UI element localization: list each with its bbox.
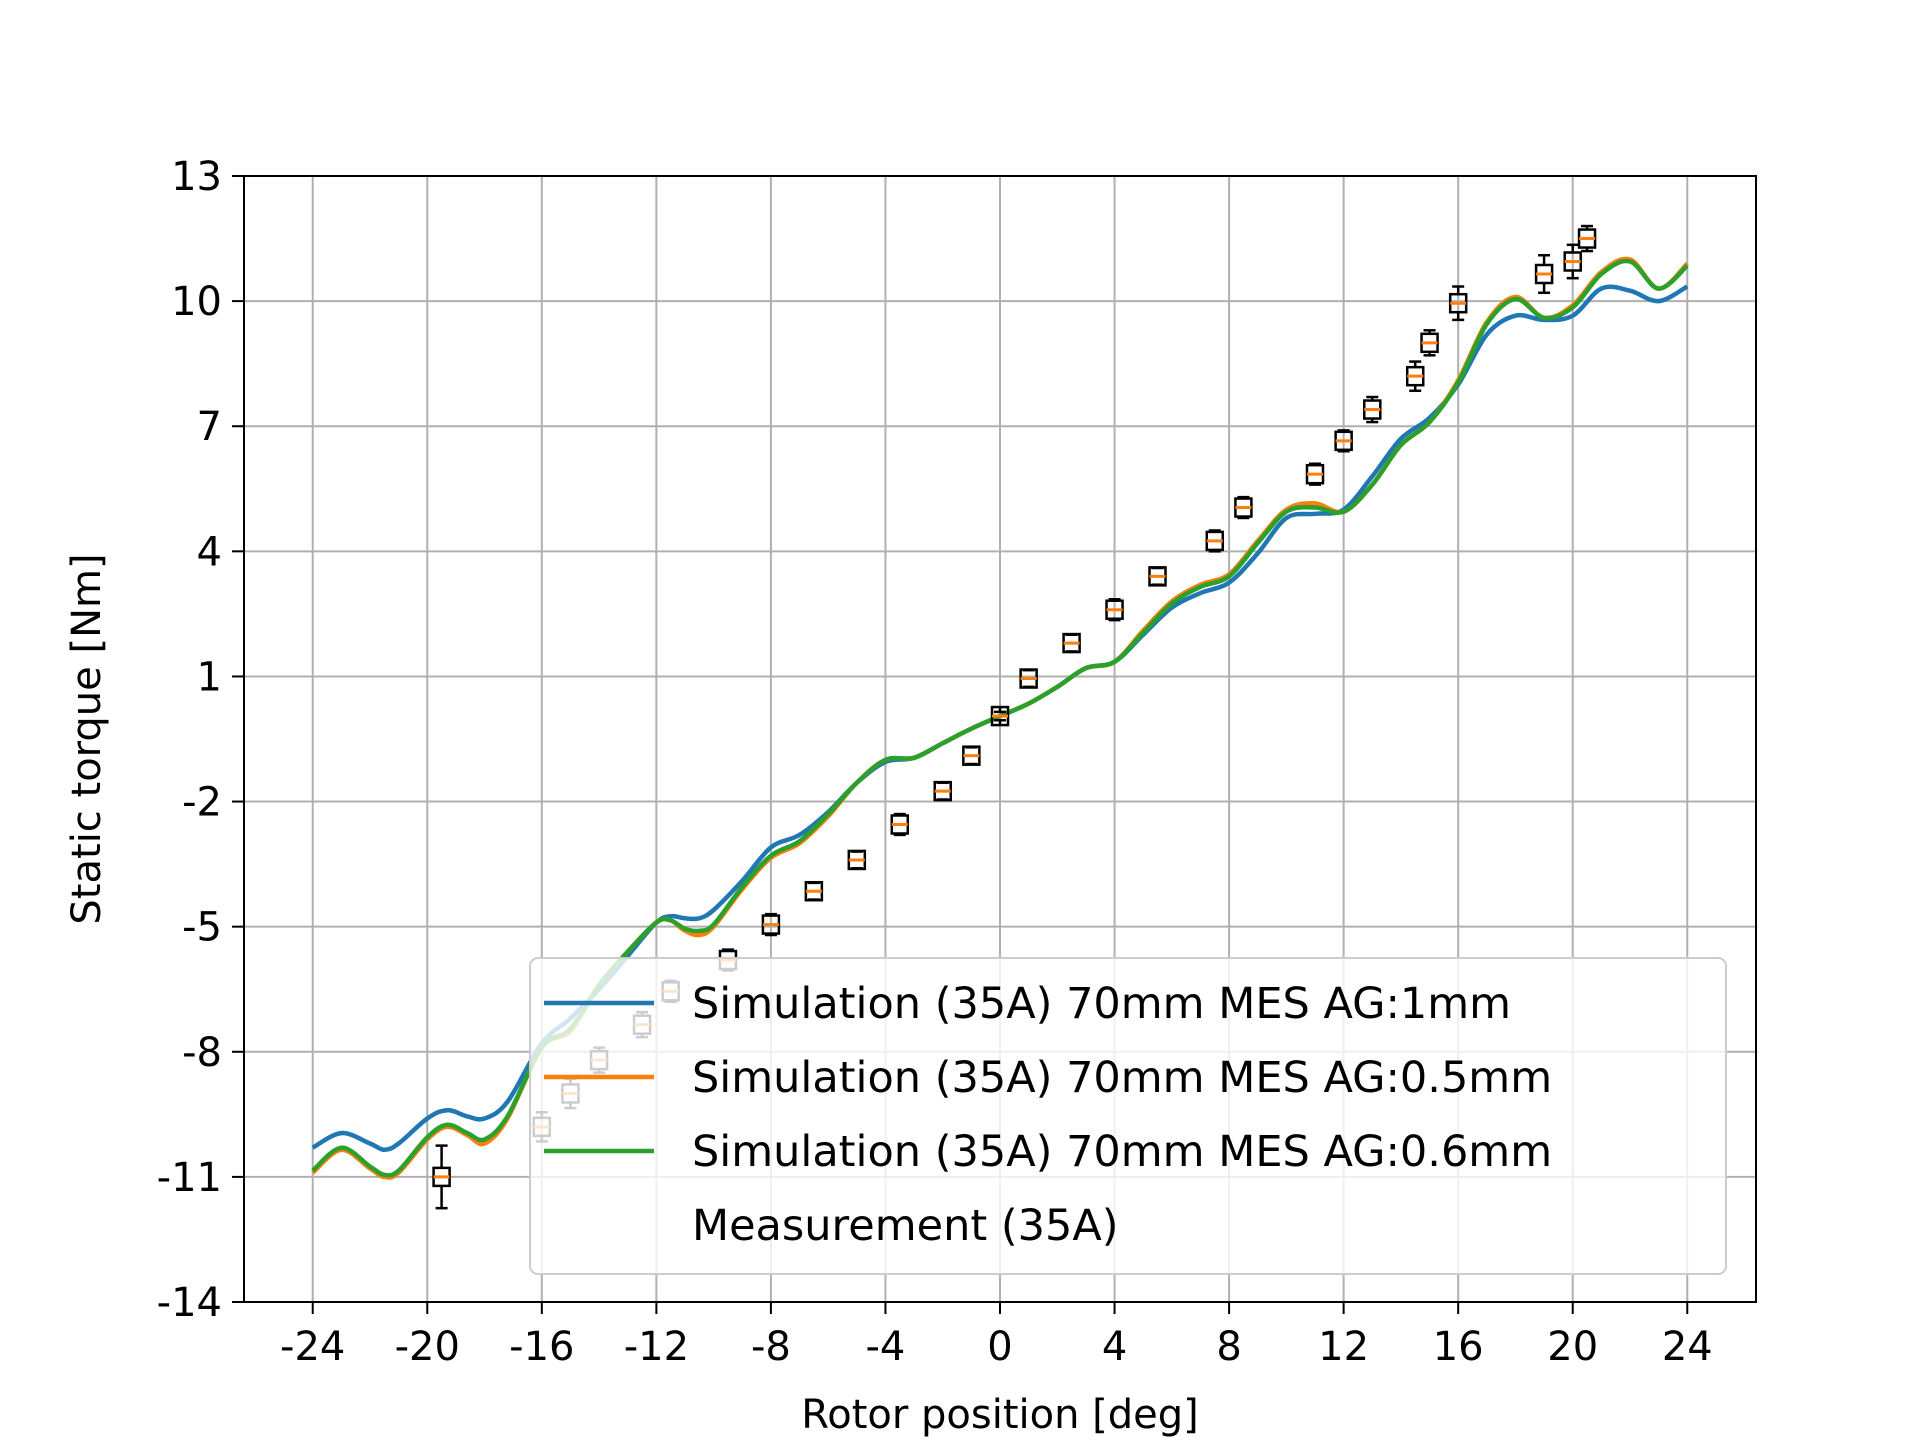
y-tick-label: 10 — [171, 279, 222, 325]
x-tick-label: 0 — [987, 1324, 1012, 1370]
legend-entry: Simulation (35A) 70mm MES AG:0.5mm — [692, 1053, 1552, 1103]
x-axis-label: Rotor position [deg] — [801, 1392, 1199, 1438]
x-tick-label: -20 — [395, 1324, 460, 1370]
x-tick-label: 12 — [1318, 1324, 1369, 1370]
series-line — [311, 258, 1689, 1178]
y-tick-label: 7 — [197, 404, 222, 450]
y-axis-ticks: 13 10 7 4 1 -2 -5 -8 -11 -14 — [157, 154, 244, 1326]
legend: Simulation (35A) 70mm MES AG:1mm Simulati… — [529, 957, 1727, 1275]
x-tick-label: -8 — [751, 1324, 791, 1370]
series-lines — [311, 256, 1689, 1180]
x-tick-label: 8 — [1216, 1324, 1241, 1370]
x-tick-label: -4 — [866, 1324, 906, 1370]
y-tick-label: -11 — [157, 1155, 222, 1201]
x-tick-label: 4 — [1102, 1324, 1127, 1370]
x-tick-label: 16 — [1433, 1324, 1484, 1370]
x-tick-label: -12 — [624, 1324, 689, 1370]
x-tick-label: 24 — [1662, 1324, 1713, 1370]
y-tick-label: 13 — [171, 154, 222, 200]
legend-entry: Simulation (35A) 70mm MES AG:1mm — [692, 979, 1511, 1029]
x-tick-label: 20 — [1547, 1324, 1598, 1370]
x-axis-ticks: -24 -20 -16 -12 -8 -4 0 4 8 12 16 20 24 — [280, 1302, 1713, 1370]
y-tick-label: -14 — [157, 1280, 222, 1326]
y-tick-label: -5 — [182, 905, 222, 951]
y-tick-label: -2 — [182, 780, 222, 826]
x-tick-label: -24 — [280, 1324, 345, 1370]
legend-box — [529, 957, 1727, 1275]
x-tick-label: -16 — [509, 1324, 574, 1370]
legend-entry: Simulation (35A) 70mm MES AG:0.6mm — [692, 1127, 1552, 1177]
legend-entry: Measurement (35A) — [692, 1201, 1119, 1251]
y-axis-label: Static torque [Nm] — [64, 553, 110, 924]
y-tick-label: 1 — [197, 654, 222, 700]
y-tick-label: -8 — [182, 1030, 222, 1076]
y-tick-label: 4 — [197, 529, 222, 575]
